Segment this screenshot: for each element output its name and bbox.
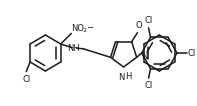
Text: Cl: Cl [188, 49, 196, 57]
Text: Cl: Cl [144, 81, 153, 90]
Text: H: H [125, 72, 132, 81]
Text: N: N [141, 52, 148, 61]
Text: 2: 2 [83, 28, 87, 33]
Text: NO: NO [71, 24, 84, 33]
Text: NH: NH [67, 44, 80, 53]
Text: N: N [118, 73, 125, 82]
Text: O: O [136, 21, 142, 30]
Text: −: − [86, 23, 93, 32]
Text: Cl: Cl [22, 75, 30, 84]
Text: Cl: Cl [144, 16, 153, 25]
